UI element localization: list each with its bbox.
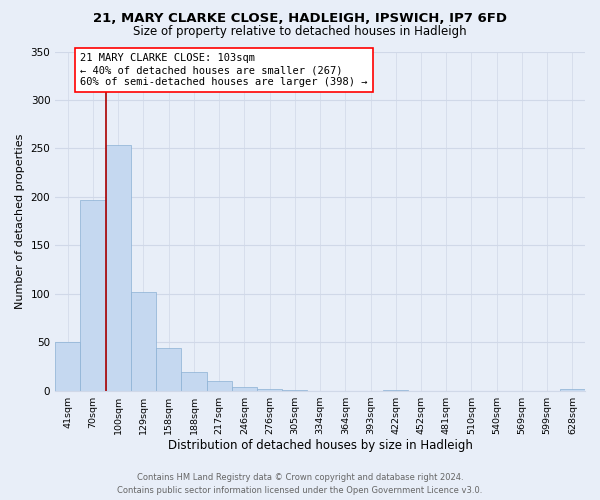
Text: Contains HM Land Registry data © Crown copyright and database right 2024.
Contai: Contains HM Land Registry data © Crown c… <box>118 474 482 495</box>
Bar <box>131 292 156 390</box>
Bar <box>257 388 282 390</box>
Bar <box>206 381 232 390</box>
Text: 21, MARY CLARKE CLOSE, HADLEIGH, IPSWICH, IP7 6FD: 21, MARY CLARKE CLOSE, HADLEIGH, IPSWICH… <box>93 12 507 26</box>
Bar <box>181 372 206 390</box>
X-axis label: Distribution of detached houses by size in Hadleigh: Distribution of detached houses by size … <box>167 440 473 452</box>
Bar <box>80 200 106 390</box>
Y-axis label: Number of detached properties: Number of detached properties <box>15 134 25 308</box>
Bar <box>55 342 80 390</box>
Text: 21 MARY CLARKE CLOSE: 103sqm
← 40% of detached houses are smaller (267)
60% of s: 21 MARY CLARKE CLOSE: 103sqm ← 40% of de… <box>80 54 368 86</box>
Bar <box>232 386 257 390</box>
Text: Size of property relative to detached houses in Hadleigh: Size of property relative to detached ho… <box>133 25 467 38</box>
Bar <box>106 146 131 390</box>
Bar <box>156 348 181 391</box>
Bar <box>560 388 585 390</box>
